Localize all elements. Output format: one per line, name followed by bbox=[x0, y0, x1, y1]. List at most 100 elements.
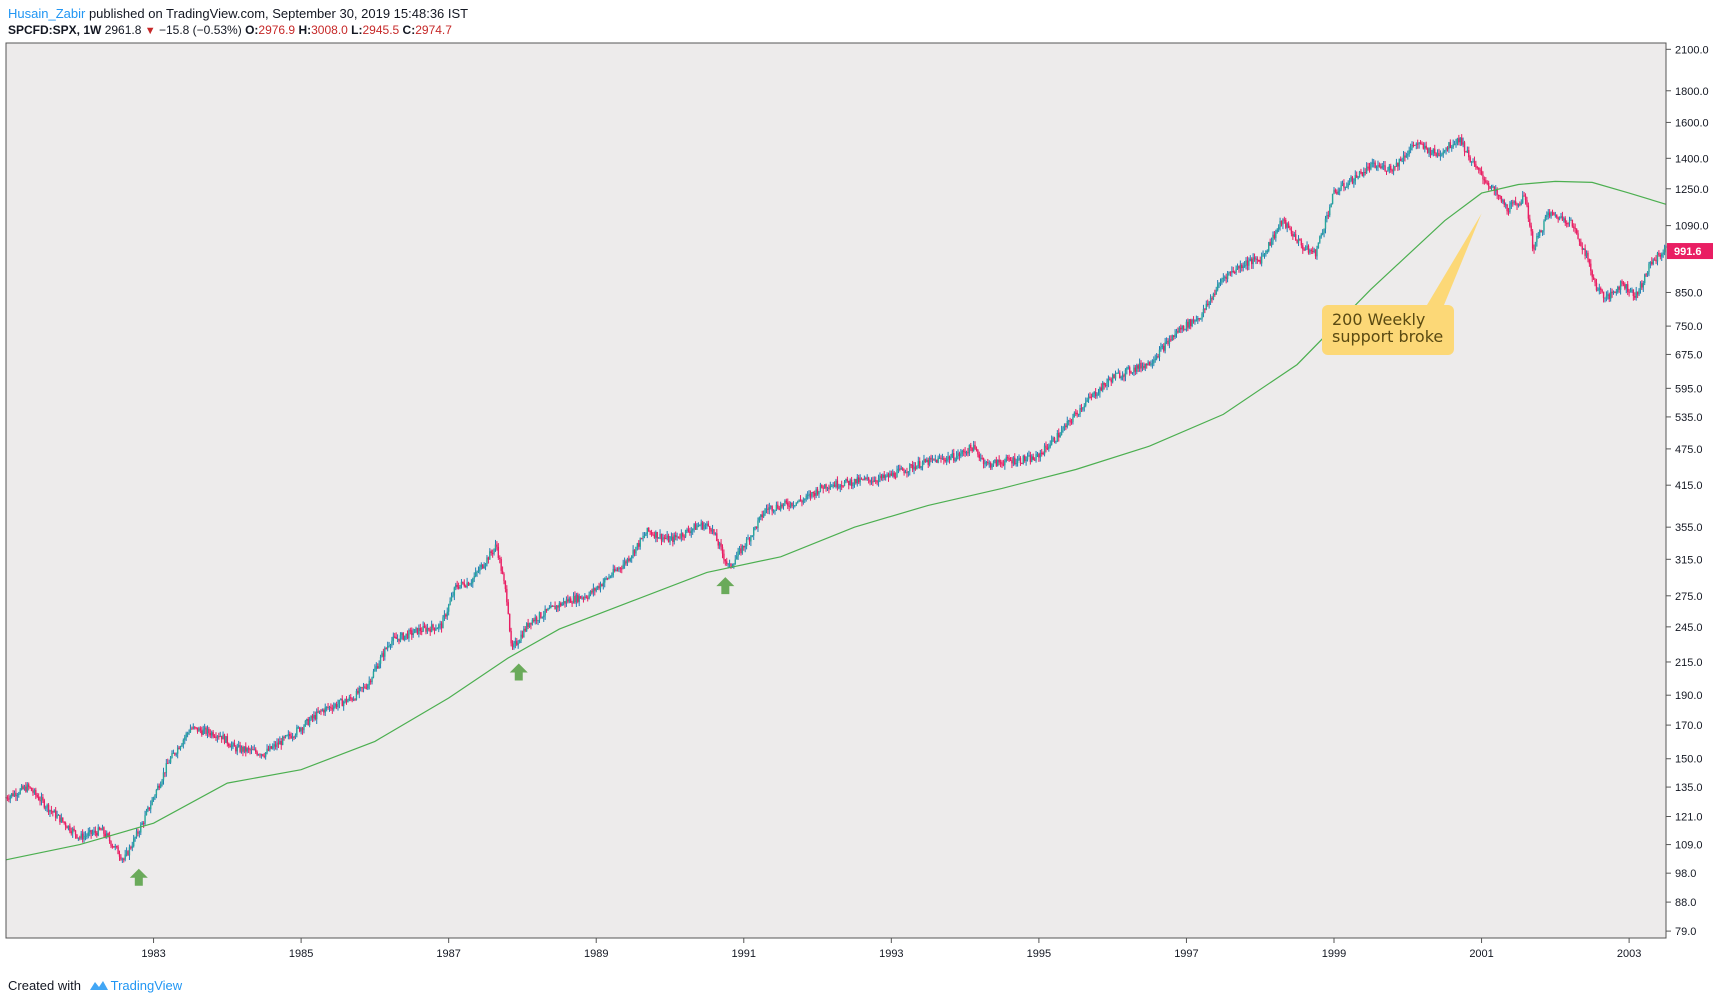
candle-body bbox=[1520, 202, 1522, 205]
tradingview-brand-link[interactable]: TradingView bbox=[110, 978, 183, 993]
candles bbox=[5, 134, 1667, 864]
y-tick-label: 1400.0 bbox=[1675, 153, 1709, 165]
candle-body bbox=[1468, 150, 1470, 158]
candle-body bbox=[195, 727, 197, 729]
candle-body bbox=[850, 479, 853, 487]
candle-body bbox=[71, 828, 74, 834]
candle-body bbox=[716, 533, 718, 542]
candle-body bbox=[266, 748, 268, 753]
candle-body bbox=[578, 596, 580, 602]
candle-body bbox=[130, 847, 132, 849]
candle-body bbox=[1231, 270, 1233, 273]
candle-body bbox=[372, 671, 375, 678]
candle-body bbox=[77, 837, 80, 839]
candle-body bbox=[1431, 153, 1433, 155]
candle-body bbox=[115, 846, 118, 848]
candle-body bbox=[277, 742, 280, 745]
candle-body bbox=[613, 569, 616, 572]
author-link[interactable]: Husain_Zabir bbox=[8, 6, 86, 21]
candle-body bbox=[1321, 232, 1324, 235]
candle-body bbox=[1050, 440, 1053, 445]
candle-body bbox=[717, 541, 719, 546]
candle-body bbox=[1500, 196, 1503, 202]
candle-body bbox=[64, 822, 67, 827]
candle-body bbox=[296, 727, 298, 735]
candle-body bbox=[242, 747, 244, 752]
candle-body bbox=[555, 605, 558, 610]
candle-body bbox=[950, 457, 952, 460]
candle-body bbox=[751, 535, 753, 537]
candle-body bbox=[1052, 437, 1054, 441]
candle-body bbox=[1435, 153, 1437, 156]
candle-body bbox=[1151, 363, 1154, 365]
candle-body bbox=[106, 833, 108, 837]
candle-body bbox=[351, 698, 353, 701]
candle-body bbox=[1578, 238, 1581, 242]
plot-area[interactable] bbox=[6, 43, 1666, 938]
candle-body bbox=[818, 491, 820, 495]
candle-body bbox=[97, 827, 99, 836]
candle-body bbox=[801, 500, 803, 503]
candle-body bbox=[1428, 148, 1430, 153]
candle-body bbox=[206, 728, 209, 734]
candle-body bbox=[274, 744, 277, 747]
candle-body bbox=[577, 594, 579, 602]
candle-body bbox=[1268, 242, 1270, 251]
candle-body bbox=[704, 524, 707, 526]
candle-body bbox=[1523, 195, 1525, 197]
candle-body bbox=[1475, 164, 1477, 168]
candle-body bbox=[1639, 283, 1642, 290]
candle-body bbox=[389, 645, 392, 647]
candle-body bbox=[1194, 320, 1196, 322]
candle-body bbox=[737, 550, 739, 557]
candle-body bbox=[1510, 202, 1513, 205]
candle-body bbox=[482, 564, 484, 569]
x-tick-label: 1983 bbox=[141, 948, 165, 960]
candle-body bbox=[98, 827, 101, 830]
candle-body bbox=[1036, 454, 1039, 456]
candle-body bbox=[1499, 195, 1501, 197]
candle-body bbox=[328, 706, 331, 708]
candle-body bbox=[1448, 142, 1450, 150]
candle-body bbox=[455, 584, 457, 588]
candle-body bbox=[511, 643, 514, 648]
candle-body bbox=[1323, 228, 1325, 233]
candle-body bbox=[1177, 330, 1179, 333]
candle-body bbox=[594, 588, 596, 591]
candle-body bbox=[1597, 289, 1599, 291]
candle-body bbox=[1503, 200, 1505, 205]
candle-body bbox=[550, 605, 552, 609]
candle-body bbox=[842, 485, 844, 487]
candle-body bbox=[551, 605, 553, 607]
candle-body bbox=[304, 720, 307, 727]
y-tick-label: 150.0 bbox=[1675, 754, 1703, 766]
candle-body bbox=[452, 595, 454, 597]
candle-body bbox=[1033, 459, 1036, 461]
up-arrow-icon bbox=[129, 868, 148, 886]
y-tick-label: 109.0 bbox=[1675, 840, 1703, 852]
candle-body bbox=[632, 549, 634, 556]
candle-body bbox=[965, 452, 968, 454]
candle-body bbox=[656, 532, 658, 539]
candle-body bbox=[701, 522, 704, 530]
candle-body bbox=[323, 709, 325, 713]
candle-body bbox=[887, 474, 890, 478]
candle-body bbox=[745, 539, 748, 547]
candle-body bbox=[811, 492, 813, 497]
candle-body bbox=[1357, 177, 1359, 179]
candle-body bbox=[726, 561, 728, 564]
y-tick-label: 135.0 bbox=[1675, 782, 1703, 794]
candle-body bbox=[228, 743, 230, 746]
candle-body bbox=[50, 810, 53, 812]
candle-body bbox=[916, 465, 918, 470]
candle-body bbox=[1146, 363, 1148, 366]
candle-body bbox=[612, 569, 614, 576]
candle-body bbox=[140, 824, 142, 833]
candle-body bbox=[360, 687, 362, 689]
candle-body bbox=[321, 709, 324, 711]
candle-body bbox=[449, 600, 451, 605]
candle-body bbox=[1025, 459, 1027, 462]
candle-body bbox=[483, 566, 485, 569]
candle-body bbox=[392, 636, 395, 641]
